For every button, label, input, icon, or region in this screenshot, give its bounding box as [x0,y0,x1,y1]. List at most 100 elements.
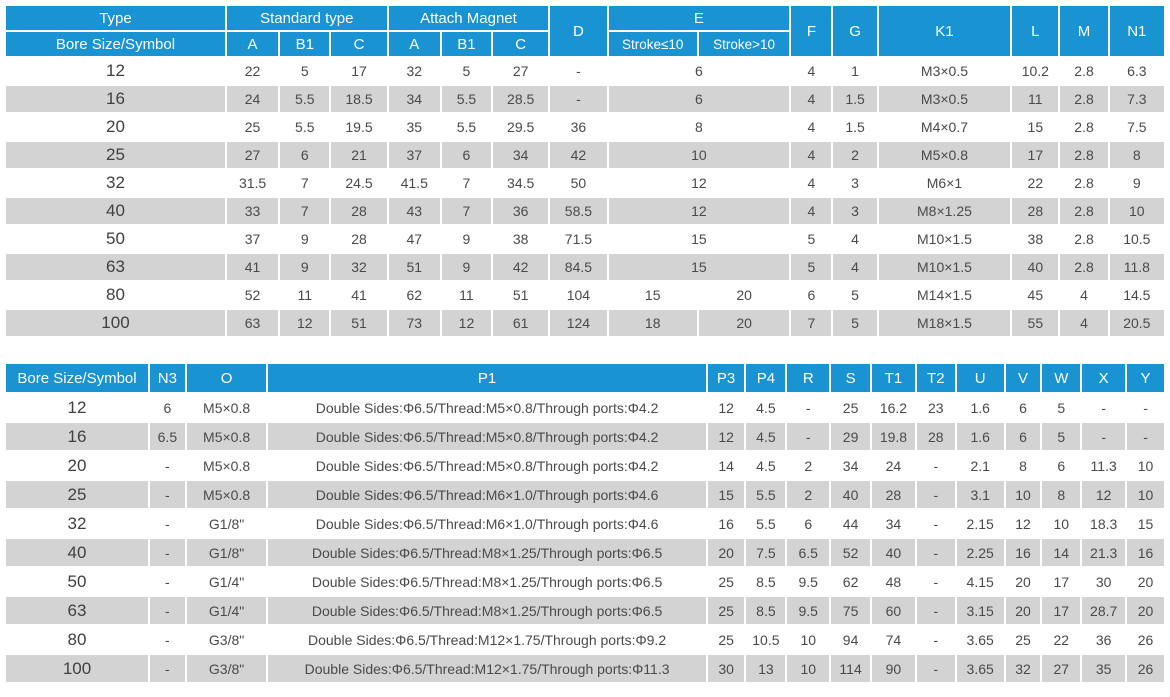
bore-size-cell: 80 [6,626,149,653]
cell: 20 [698,310,790,336]
cell: 2.8 [1060,86,1108,112]
cell: 45 [1012,282,1059,308]
cell: M10×1.5 [878,254,1011,280]
cell: 34 [388,86,440,112]
cell: 3.65 [956,655,1004,682]
cell: 63 [226,310,279,336]
cell: 1.5 [833,86,877,112]
cell: 5 [833,282,877,308]
cell: 27 [226,142,279,168]
table-row: 20- M5×0.8 Double Sides:Φ6.5/Thread:M5×0.8… [6,452,1164,479]
cell: - [150,452,185,479]
cell: 16 [1005,539,1041,566]
cell: - [916,481,955,508]
cell: 7.3 [1109,86,1164,112]
cell: 62 [388,282,440,308]
cell: 24.5 [331,170,387,196]
cell: 30 [707,655,745,682]
t2-header-r: R [787,364,830,392]
cell: 5 [833,310,877,336]
cell: M5×0.8 [186,423,267,450]
cell: 23 [916,394,955,421]
table-row: 25- M5×0.8 Double Sides:Φ6.5/Thread:M6×1.0… [6,481,1164,508]
cell: M10×1.5 [878,226,1011,252]
cell: 32 [388,58,440,84]
cell: 7 [441,198,492,224]
cell: 7.5 [746,539,786,566]
t1-header-e: E [608,6,790,30]
bore-size-cell: 50 [6,568,149,595]
cell: 5.5 [280,86,330,112]
cell: 34 [871,510,915,537]
cell: 19.5 [331,114,387,140]
bore-size-cell: 20 [6,452,149,479]
bore-size-cell: 63 [6,597,149,624]
cell: 10.5 [1109,226,1164,252]
table-row: 12 6 M5×0.8 Double Sides:Φ6.5/Thread:M5×0.8… [6,394,1164,421]
cell: - [150,626,185,653]
cell: 71.5 [550,226,607,252]
cell: 1.6 [956,423,1004,450]
cell: - [150,655,185,682]
cell: 26 [1127,626,1164,653]
cell: 32 [1005,655,1041,682]
cell: 4 [791,198,832,224]
cell: 20 [698,282,790,308]
cell: 2.8 [1060,58,1108,84]
cell: 8 [608,114,790,140]
cell: - [1082,394,1126,421]
cell: 25 [226,114,279,140]
cell: 38 [1012,226,1059,252]
cell: 24 [226,86,279,112]
t2-header-n3: N3 [150,364,185,392]
cell: - [550,58,607,84]
cell: 6 [1005,394,1041,421]
cell: 6.5 [150,423,185,450]
cell: 11.8 [1109,254,1164,280]
cell: 12 [608,198,790,224]
bore-size-cell: 25 [6,481,149,508]
cell: 7 [791,310,832,336]
cell: 4 [1060,282,1108,308]
cell: M5×0.8 [186,481,267,508]
cell: 42 [493,254,549,280]
cell: 9.5 [787,568,830,595]
cell: M6×1 [878,170,1011,196]
cell: 73 [388,310,440,336]
cell: 28 [1012,198,1059,224]
cell: M18×1.5 [878,310,1011,336]
cell: 6.5 [787,539,830,566]
cell: 15 [707,481,745,508]
cell: 35 [388,114,440,140]
cell: 28 [916,423,955,450]
bore-size-cell: 100 [6,655,149,682]
cell: 28 [331,198,387,224]
cell: 10 [1005,481,1041,508]
table-row: 63 41 9 32 51 9 42 84.5 15 5 4 M10×1.5 40 2.8 11.8 [6,254,1164,280]
cell: - [916,452,955,479]
cell: 43 [388,198,440,224]
cell: 9 [280,226,330,252]
cell: 20 [1005,597,1041,624]
cell: 2.8 [1060,142,1108,168]
table-row: 100 63 12 51 73 12 61 124 18 20 7 5 M18×1.5 55 4 20.5 [6,310,1164,336]
cell: 31.5 [226,170,279,196]
cell: 24 [871,452,915,479]
cell: M3×0.5 [878,86,1011,112]
cell: 8 [1042,481,1081,508]
cell: 62 [831,568,870,595]
cell: 90 [871,655,915,682]
cell: - [916,568,955,595]
cell: M14×1.5 [878,282,1011,308]
bore-size-cell: 100 [6,310,225,336]
t1-header-std-b1: B1 [280,32,330,56]
cell: 16 [707,510,745,537]
cell: 51 [493,282,549,308]
cell: Double Sides:Φ6.5/Thread:M5×0.8/Through … [268,452,706,479]
cell: 22 [226,58,279,84]
cell: 27 [493,58,549,84]
cell: 7 [280,198,330,224]
cell: 9.5 [787,597,830,624]
bore-size-cell: 25 [6,142,225,168]
cell: 6.3 [1109,58,1164,84]
